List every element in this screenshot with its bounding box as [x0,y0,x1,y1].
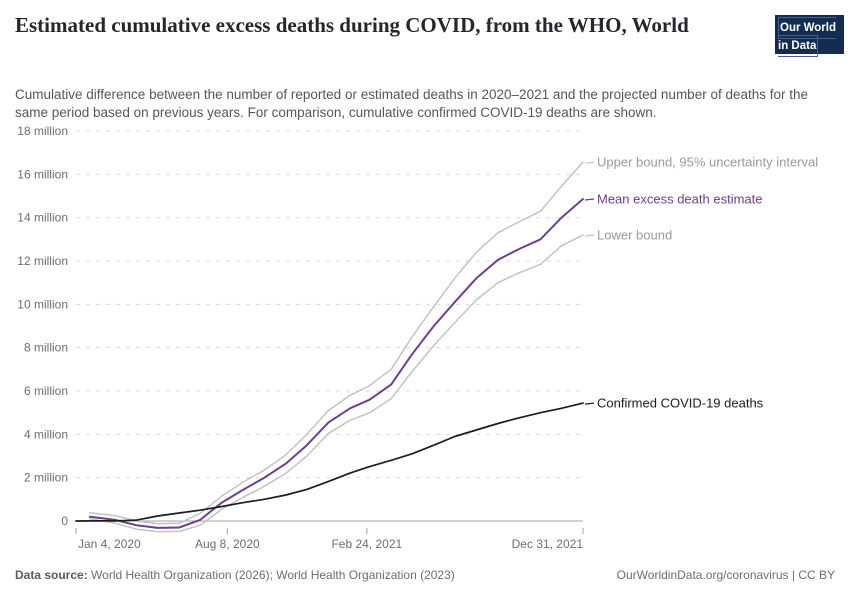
license-link[interactable]: CC BY [798,568,835,582]
lower-bound-series-label[interactable]: Lower bound [597,228,672,243]
y-axis-label-14: 14 million [17,211,68,225]
owid-logo-text: Our World in Data [778,17,837,57]
y-axis-label-4: 4 million [24,427,68,441]
upper-bound-series-label[interactable]: Upper bound, 95% uncertainty interval [597,155,818,170]
x-axis-label: Dec 31, 2021 [512,537,584,551]
page-title: Estimated cumulative excess deaths durin… [15,13,689,37]
y-axis-label-18: 18 million [17,124,68,138]
mean-series-label[interactable]: Mean excess death estimate [597,192,762,207]
y-axis-label-2: 2 million [24,471,68,485]
lower-bound-label-leader [584,234,595,237]
x-axis-label: Jan 4, 2020 [78,537,141,551]
y-axis-label-6: 6 million [24,384,68,398]
mean-label-leader [584,198,595,201]
x-axis-label: Feb 24, 2021 [331,537,402,551]
y-axis-label-10: 10 million [17,297,68,311]
upper-bound-label-leader [584,161,595,164]
chart-subtitle: Cumulative difference between the number… [15,87,809,120]
lower-bound-line[interactable] [89,234,584,533]
y-axis-label-0: 0 [61,514,68,528]
footer: Data source: World Health Organization (… [15,568,835,582]
y-axis-label-12: 12 million [17,254,68,268]
upper-bound-line[interactable] [89,161,584,525]
data-source-note: Data source: World Health Organization (… [15,568,455,582]
owid-url-link[interactable]: OurWorldinData.org/coronavirus [616,568,789,582]
confirmed-line[interactable] [75,402,584,522]
y-axis-label-8: 8 million [24,341,68,355]
y-axis-label-16: 16 million [17,167,68,181]
confirmed-label-leader [584,402,595,405]
mean-line[interactable] [88,198,584,529]
confirmed-series-label[interactable]: Confirmed COVID-19 deaths [597,396,764,411]
x-axis-label: Aug 8, 2020 [195,537,260,551]
footer-links: OurWorldinData.org/coronavirus | CC BY [616,568,835,582]
owid-logo[interactable]: Our World in Data [775,15,844,57]
